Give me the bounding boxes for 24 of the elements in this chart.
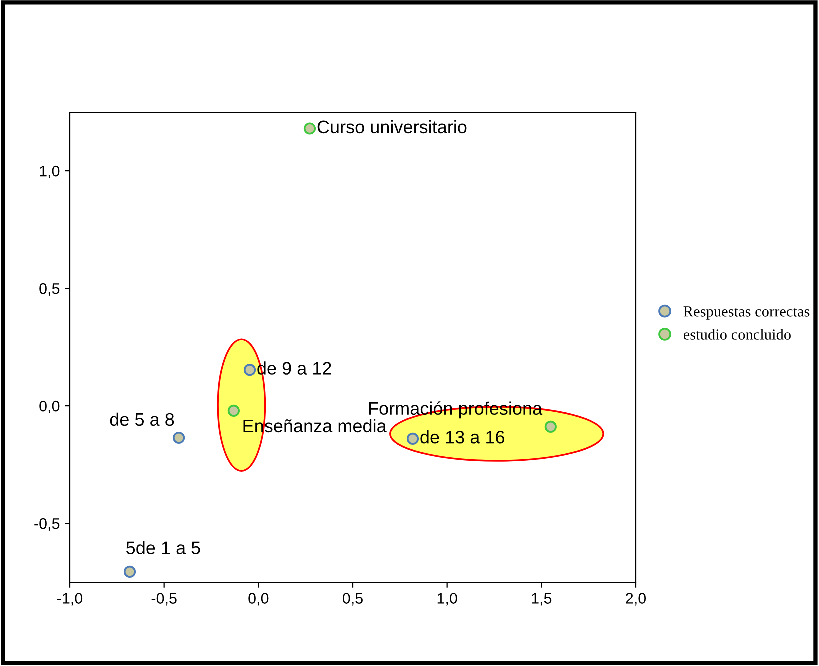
annotation: de 13 a 16 [420,430,504,444]
annotation: de 5 a 8 [110,412,174,426]
y-tick-label: 0,5 [40,283,60,296]
point [406,432,420,445]
x-tick-label: -1,0 [58,593,83,606]
y-tick-label: 1,0 [40,166,60,179]
x-tick-label: -0,5 [152,593,177,606]
legend-label: estudio concluido [684,329,791,340]
point [304,122,316,135]
x-tick-label: 0,5 [342,593,363,606]
point [228,404,240,418]
y-tick-label: -0,5 [34,518,60,532]
x-tick-label: 1,5 [532,593,552,606]
legend-label: Respuestas correctas [684,306,810,320]
x-tick-label: 1,0 [438,593,458,606]
point [244,364,256,376]
annotation: Curso universitario [318,120,467,134]
x-tick-label: 2,0 [626,593,646,606]
point [544,420,557,434]
y-tick-label: 0,0 [40,400,60,414]
x-tick-label: 0,0 [248,593,269,606]
point [172,432,186,444]
annotation: 5de 1 a 5 [126,541,200,554]
point [124,566,136,578]
